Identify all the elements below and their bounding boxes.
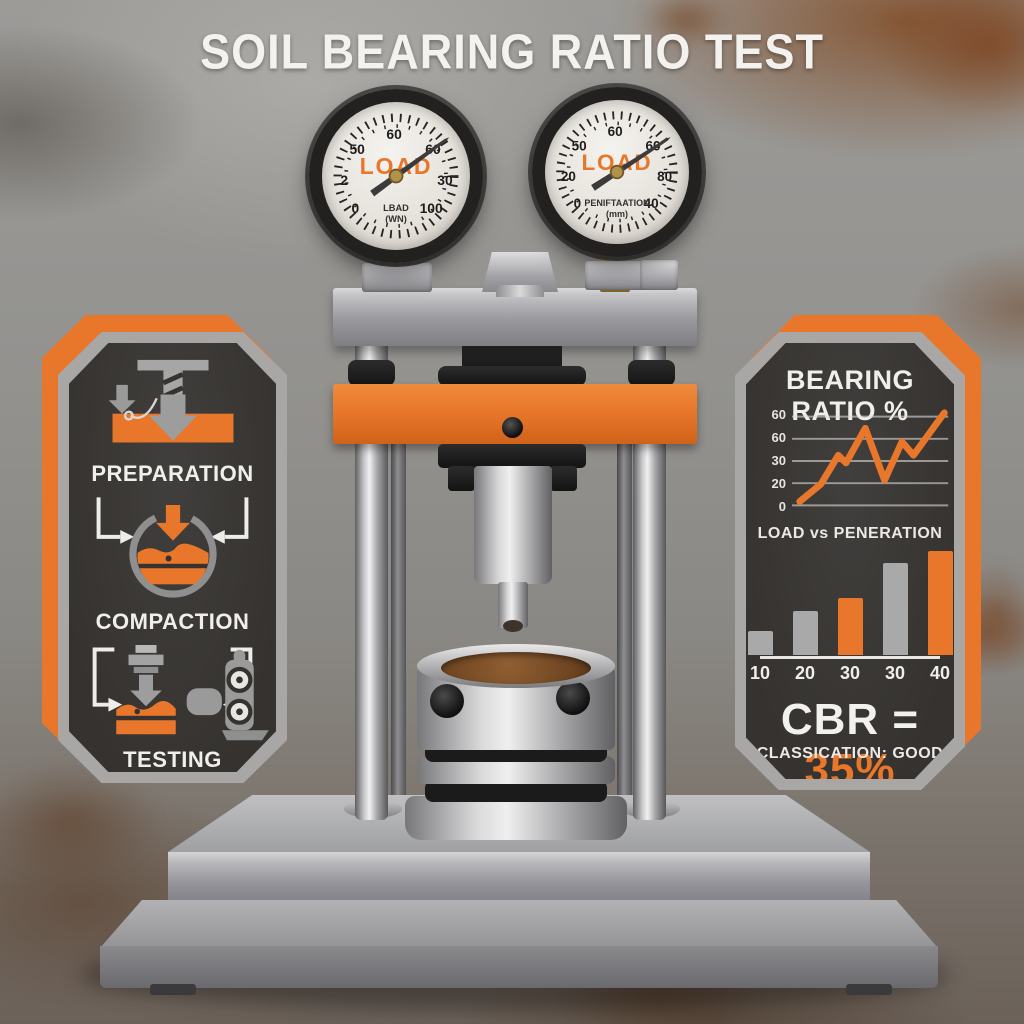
chart-caption: LOAD vs PENERATION [757,525,943,542]
column-top-nut-right [640,260,678,290]
cbr-result: CBR = 35% [746,695,954,794]
bar-chart-labels: 10 20 30 30 40 [746,663,954,684]
bar [792,611,818,655]
svg-text:PENIFTAATION: PENIFTAATION [584,198,649,208]
mold-hole [430,684,464,718]
svg-text:50: 50 [572,138,587,153]
base-foot [150,984,196,995]
step-label-preparation: PREPARATION [91,461,254,486]
results-panel: BEARING RATIO % 60 60 30 20 0 LOAD vs PE… [735,315,981,790]
flow-arrows-down-icon [96,497,249,544]
flange-bolt [550,466,577,491]
mold-bottom-ring [405,796,627,840]
y-tick-label: 60 [771,430,786,445]
center-hex-collar [496,285,544,297]
classification-text: CLASSICATION: GOOD [756,745,944,762]
top-crossbeam [333,288,697,346]
base-upper-tier [168,852,870,908]
bar-chart [746,549,954,655]
gauge-needle [591,137,671,191]
page-title: SOIL BEARING RATIO TEST [200,23,824,80]
svg-text:40: 40 [644,196,659,211]
y-tick-label: 0 [778,499,786,514]
bar-label: 30 [839,663,861,683]
base-foot [846,984,892,995]
svg-text:80: 80 [657,169,672,184]
svg-text:0: 0 [574,196,582,211]
base-lower-tier [100,946,938,988]
svg-text:LBAD: LBAD [383,203,409,213]
bar-chart-axis [760,656,940,659]
bar [927,551,953,655]
soil-sample [441,652,591,684]
press-test-icon [116,645,176,735]
panel-body: BEARING RATIO % 60 60 30 20 0 LOAD vs PE… [746,343,954,779]
load-gauge-face: 0 2 50 60 60 30 100 LOAD LBAD (WN) [333,113,459,239]
step-label-compaction: COMPACTION [95,609,250,634]
load-cell-flange [438,366,586,386]
bar-label: 20 [794,663,816,683]
piston-tip [503,620,523,632]
flange-bolt [448,466,475,491]
gauge-needle [370,137,450,197]
svg-text:60: 60 [608,124,623,139]
y-tick-label: 20 [771,476,786,491]
panel-body: PREPARATION COMPACTION [69,343,276,772]
y-tick-label: 60 [771,407,786,422]
gauge-stem-nut-right [585,261,649,290]
svg-text:(mm): (mm) [606,209,628,219]
column-collar [348,360,395,386]
penetration-gauge: 0 20 50 60 60 80 40 LOAD PENIFTAATION (m… [532,87,702,257]
mold-groove-lower [425,780,607,802]
penetration-gauge-face: 0 20 50 60 60 80 40 LOAD PENIFTAATION (m… [556,111,678,233]
bar [882,563,908,655]
y-tick-label: 30 [771,453,786,468]
svg-text:20: 20 [561,169,576,184]
press-column-rear-left [391,420,406,815]
gauge-stem-nut-left [362,263,432,292]
bar [747,631,773,655]
svg-text:50: 50 [349,141,365,157]
piston-flange [438,444,586,468]
soil-in-mold-circle-icon [129,505,217,598]
bar-label: 10 [749,663,771,683]
svg-text:100: 100 [420,200,443,216]
mold-hole [556,681,590,715]
line-chart-plot [792,409,949,507]
chart-title: BEARING RATIO % [785,365,914,426]
piston-cylinder [474,466,552,584]
bar-label: 30 [884,663,906,683]
auger-into-soil-icon [108,359,234,443]
beam-bolt [502,417,523,438]
svg-text:0: 0 [351,200,359,216]
base-lower-bevel [100,900,938,948]
column-collar [628,360,675,386]
bar-label: 40 [929,663,951,683]
svg-text:(WN): (WN) [385,214,407,224]
press-column-rear-right [617,420,632,815]
line-series [796,409,948,505]
compactor-machine-icon [186,649,269,741]
cbr-value: 35% [804,745,896,794]
step-label-testing: TESTING [123,747,222,772]
cbr-prefix: CBR = [780,695,920,744]
svg-text:60: 60 [386,126,402,142]
bar [837,598,863,655]
svg-text:30: 30 [437,172,453,188]
load-gauge: 0 2 50 60 60 30 100 LOAD LBAD (WN) [309,89,483,263]
svg-text:2: 2 [340,172,348,188]
process-panel: PREPARATION COMPACTION [42,315,287,783]
line-chart: 60 60 30 20 0 [756,405,949,517]
